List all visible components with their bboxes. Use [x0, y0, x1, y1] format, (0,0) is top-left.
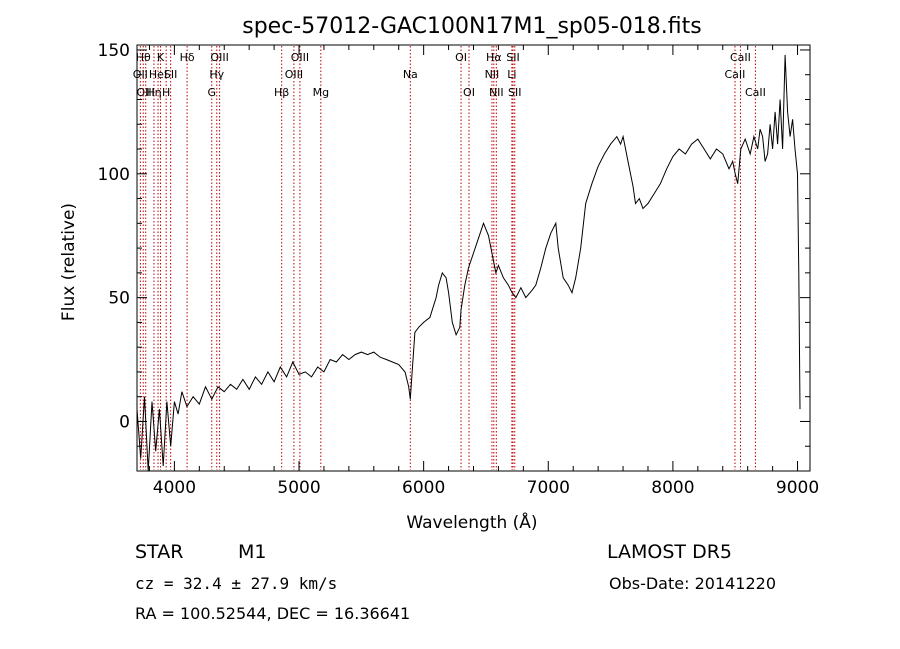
- y-axis-label: Flux (relative): [59, 203, 79, 321]
- object-subclass: M1: [238, 541, 267, 563]
- line-marker-label: OIII: [137, 86, 155, 99]
- x-tick-label: 7000: [527, 478, 570, 498]
- line-marker-label: HeI: [149, 68, 167, 81]
- line-marker-label: NII: [485, 68, 500, 81]
- coordinates: RA = 100.52544, DEC = 16.36641: [135, 604, 411, 623]
- line-marker-label: SII: [506, 51, 519, 64]
- y-tick-label: 150: [98, 41, 130, 61]
- line-marker-label: Hβ: [274, 86, 289, 99]
- line-marker-label: Hη: [146, 86, 161, 99]
- x-tick-label: 6000: [402, 478, 445, 498]
- y-tick-label: 100: [98, 165, 130, 185]
- emission-line-markers: [139, 46, 756, 470]
- observation-date: Obs-Date: 20141220: [609, 574, 777, 593]
- spectrum-series: [136, 54, 801, 472]
- line-marker-label: SII: [164, 68, 177, 81]
- object-class: STAR: [135, 541, 184, 563]
- line-marker-label: H: [162, 86, 170, 99]
- line-marker-label: OIII: [285, 68, 303, 81]
- emission-line-labels: OIIHθOIIIHηHeIKHSIIHδGHγOIIIHβOIIIOIIIMg…: [133, 51, 766, 99]
- line-marker-label: K: [157, 51, 165, 64]
- plot-frame: [136, 44, 811, 472]
- redshift-value: cz = 32.4 ± 27.9 km/s: [135, 574, 338, 593]
- line-marker-label: OIII: [291, 51, 309, 64]
- line-marker-label: G: [208, 86, 217, 99]
- line-marker-label: Hθ: [136, 51, 151, 64]
- line-marker-label: OI: [455, 51, 467, 64]
- spectrum-line: [136, 54, 801, 472]
- line-marker-label: CaII: [725, 68, 746, 81]
- x-tick-label: 4000: [153, 478, 196, 498]
- x-tick-label: 8000: [651, 478, 694, 498]
- survey-name: LAMOST DR5: [607, 541, 732, 563]
- x-tick-label: 5000: [277, 478, 320, 498]
- x-tick-label: 9000: [776, 478, 819, 498]
- y-axis-ticks: 0 50 100 150: [98, 41, 810, 472]
- x-axis-label: Wavelength (Å): [406, 511, 537, 533]
- line-marker-label: CaII: [730, 51, 751, 64]
- y-tick-label: 50: [108, 289, 130, 309]
- line-marker-label: OIII: [210, 51, 228, 64]
- line-marker-label: Li: [507, 68, 516, 81]
- line-marker-label: CaII: [745, 86, 766, 99]
- chart-title: spec-57012-GAC100N17M1_sp05-018.fits: [242, 14, 702, 39]
- line-marker-label: Na: [403, 68, 418, 81]
- line-marker-label: SII: [508, 86, 521, 99]
- y-tick-label: 0: [119, 412, 130, 432]
- line-marker-label: Mg: [313, 86, 329, 99]
- line-marker-label: Hγ: [209, 68, 224, 81]
- line-marker-label: OI: [463, 86, 475, 99]
- line-marker-label: Hα: [486, 51, 502, 64]
- x-axis-ticks: 4000 5000 6000 7000 8000 9000: [148, 45, 819, 498]
- line-marker-label: Hδ: [180, 51, 195, 64]
- line-marker-label: NII: [489, 86, 504, 99]
